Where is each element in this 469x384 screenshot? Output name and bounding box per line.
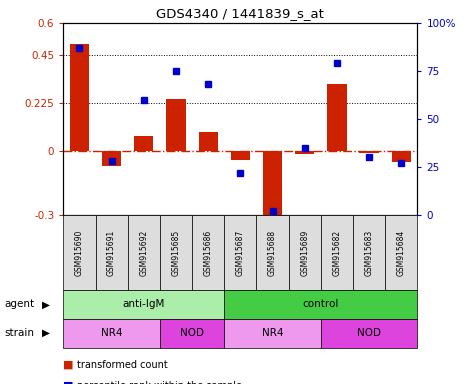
Text: NR4: NR4: [101, 328, 122, 338]
Bar: [231, 151, 250, 160]
Text: NOD: NOD: [357, 328, 381, 338]
Bar: [166, 99, 186, 151]
Text: ▶: ▶: [42, 328, 50, 338]
Bar: [134, 136, 153, 151]
Text: GSM915684: GSM915684: [397, 229, 406, 276]
Text: GSM915685: GSM915685: [172, 229, 181, 276]
Text: ▶: ▶: [42, 299, 50, 310]
Bar: [102, 151, 121, 166]
Bar: [295, 151, 314, 154]
Text: NOD: NOD: [180, 328, 204, 338]
Text: control: control: [303, 299, 339, 310]
Bar: [392, 151, 411, 162]
Text: percentile rank within the sample: percentile rank within the sample: [77, 381, 242, 384]
Text: ■: ■: [63, 381, 74, 384]
Bar: [327, 84, 347, 151]
Text: ■: ■: [63, 360, 74, 370]
Text: GSM915683: GSM915683: [364, 229, 374, 276]
Bar: [198, 132, 218, 151]
Text: GSM915682: GSM915682: [333, 229, 341, 276]
Text: GSM915688: GSM915688: [268, 229, 277, 276]
Bar: [359, 151, 379, 153]
Text: transformed count: transformed count: [77, 360, 168, 370]
Bar: [263, 151, 282, 217]
Text: GSM915690: GSM915690: [75, 229, 84, 276]
Text: anti-IgM: anti-IgM: [122, 299, 165, 310]
Text: GSM915689: GSM915689: [300, 229, 309, 276]
Text: GSM915686: GSM915686: [204, 229, 212, 276]
Text: GSM915687: GSM915687: [236, 229, 245, 276]
Text: GSM915692: GSM915692: [139, 229, 148, 276]
Text: agent: agent: [5, 299, 35, 310]
Text: GSM915691: GSM915691: [107, 229, 116, 276]
Text: NR4: NR4: [262, 328, 283, 338]
Bar: [70, 45, 89, 151]
Title: GDS4340 / 1441839_s_at: GDS4340 / 1441839_s_at: [157, 7, 324, 20]
Text: strain: strain: [5, 328, 35, 338]
